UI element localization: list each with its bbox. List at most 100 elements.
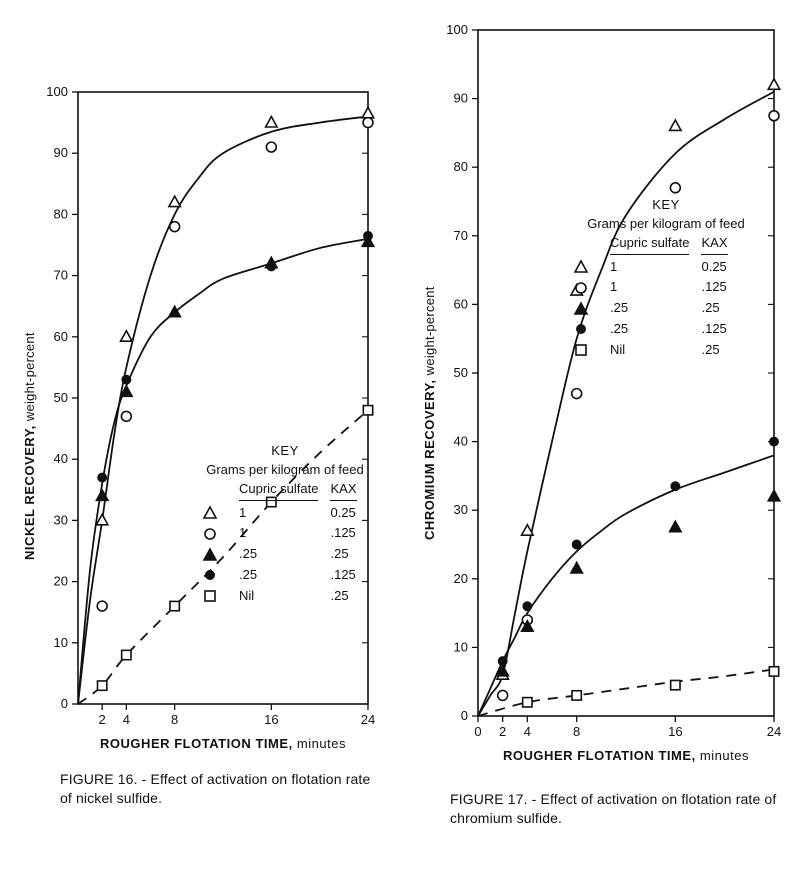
legend-title: KEY	[566, 196, 766, 215]
legend-marker-icon	[195, 565, 233, 586]
legend-kax-value: .25	[324, 544, 362, 565]
legend-marker-icon	[566, 277, 604, 298]
legend-row: 1 .125	[566, 277, 734, 298]
fig17-x-label-main: ROUGHER FLOTATION TIME,	[503, 748, 700, 763]
legend-title: KEY	[195, 442, 375, 461]
svg-text:80: 80	[454, 159, 468, 174]
fig16-caption-prefix: FIGURE 16. -	[60, 771, 151, 787]
legend-kax-value: .125	[324, 565, 362, 586]
legend-kax-value: .25	[695, 298, 733, 319]
legend-marker-icon	[566, 298, 604, 319]
svg-text:80: 80	[54, 206, 68, 221]
svg-text:8: 8	[171, 712, 178, 727]
svg-text:100: 100	[446, 22, 468, 37]
svg-text:0: 0	[461, 708, 468, 723]
fig16-caption: FIGURE 16. - Effect of activation on flo…	[60, 770, 380, 808]
svg-text:90: 90	[54, 145, 68, 160]
fig17-plot: 010203040506070809010002481624	[434, 22, 784, 746]
svg-text:40: 40	[454, 434, 468, 449]
legend-subtitle: Grams per kilogram of feed	[566, 215, 766, 234]
svg-text:70: 70	[54, 268, 68, 283]
fig17-caption: FIGURE 17. - Effect of activation on flo…	[450, 790, 780, 828]
legend-cupric-value: .25	[233, 565, 324, 586]
legend-row: .25 .25	[195, 544, 363, 565]
legend-marker-icon	[566, 340, 604, 361]
svg-text:70: 70	[454, 228, 468, 243]
legend-cupric-value: 1	[604, 277, 695, 298]
svg-text:40: 40	[54, 451, 68, 466]
svg-text:20: 20	[454, 571, 468, 586]
legend-kax-value: .125	[695, 277, 733, 298]
legend-marker-icon	[566, 257, 604, 278]
legend-row: .25 .25	[566, 298, 734, 319]
fig16-x-label: ROUGHER FLOTATION TIME, minutes	[78, 736, 368, 751]
svg-text:4: 4	[123, 712, 130, 727]
legend-col1-header: Cupric sulfate	[233, 480, 324, 503]
legend-kax-value: .25	[324, 586, 362, 607]
svg-text:10: 10	[454, 639, 468, 654]
legend-row: .25 .125	[195, 565, 363, 586]
figure-17-panel: CHROMIUM RECOVERY, weight-percent 010203…	[400, 0, 800, 872]
legend-col2-header: KAX	[695, 234, 733, 257]
legend-kax-value: .25	[695, 340, 733, 361]
fig17-x-label: ROUGHER FLOTATION TIME, minutes	[478, 748, 774, 763]
legend-row: 1 .125	[195, 523, 363, 544]
legend-cupric-value: .25	[233, 544, 324, 565]
svg-text:16: 16	[668, 724, 682, 739]
fig16-legend: KEY Grams per kilogram of feed Cupric su…	[195, 442, 375, 607]
legend-table: Cupric sulfate KAX 1 0.25 1 .125 .25 .25…	[195, 480, 363, 607]
legend-marker-icon	[195, 544, 233, 565]
legend-row: 1 0.25	[195, 503, 363, 524]
fig16-x-label-main: ROUGHER FLOTATION TIME,	[100, 736, 297, 751]
svg-text:50: 50	[54, 390, 68, 405]
legend-cupric-value: Nil	[604, 340, 695, 361]
page: { "page": { "width_px": 800, "height_px"…	[0, 0, 800, 872]
svg-text:0: 0	[61, 696, 68, 711]
legend-cupric-value: .25	[604, 298, 695, 319]
legend-cupric-value: 1	[604, 257, 695, 278]
legend-row: .25 .125	[566, 319, 734, 340]
svg-text:20: 20	[54, 574, 68, 589]
svg-text:100: 100	[46, 84, 68, 99]
svg-text:2: 2	[499, 724, 506, 739]
legend-kax-value: 0.25	[695, 257, 733, 278]
legend-col1-header: Cupric sulfate	[604, 234, 695, 257]
legend-marker-icon	[195, 503, 233, 524]
svg-text:2: 2	[99, 712, 106, 727]
svg-text:16: 16	[264, 712, 278, 727]
legend-kax-value: .125	[695, 319, 733, 340]
fig16-plot: 01020304050607080901002481624	[34, 84, 378, 734]
legend-cupric-value: .25	[604, 319, 695, 340]
legend-table: Cupric sulfate KAX 1 0.25 1 .125 .25 .25…	[566, 234, 734, 361]
svg-text:30: 30	[54, 512, 68, 527]
legend-kax-value: 0.25	[324, 503, 362, 524]
svg-text:90: 90	[454, 91, 468, 106]
svg-text:24: 24	[361, 712, 375, 727]
figure-16-panel: NICKEL RECOVERY, weight-percent 01020304…	[0, 0, 400, 872]
legend-marker-icon	[566, 319, 604, 340]
fig16-x-label-units: minutes	[297, 736, 346, 751]
fig17-caption-prefix: FIGURE 17. -	[450, 791, 541, 807]
legend-subtitle: Grams per kilogram of feed	[195, 461, 375, 480]
fig17-legend: KEY Grams per kilogram of feed Cupric su…	[566, 196, 766, 361]
legend-col2-header: KAX	[324, 480, 362, 503]
svg-text:8: 8	[573, 724, 580, 739]
legend-row: 1 0.25	[566, 257, 734, 278]
legend-cupric-value: 1	[233, 523, 324, 544]
legend-row: Nil .25	[195, 586, 363, 607]
legend-marker-icon	[195, 586, 233, 607]
svg-text:60: 60	[54, 329, 68, 344]
legend-cupric-value: Nil	[233, 586, 324, 607]
svg-text:10: 10	[54, 635, 68, 650]
legend-cupric-value: 1	[233, 503, 324, 524]
svg-text:60: 60	[454, 296, 468, 311]
legend-marker-icon	[195, 523, 233, 544]
svg-text:4: 4	[524, 724, 531, 739]
legend-row: Nil .25	[566, 340, 734, 361]
svg-text:0: 0	[474, 724, 481, 739]
legend-kax-value: .125	[324, 523, 362, 544]
svg-text:50: 50	[454, 365, 468, 380]
svg-text:24: 24	[767, 724, 781, 739]
svg-text:30: 30	[454, 502, 468, 517]
fig17-x-label-units: minutes	[700, 748, 749, 763]
